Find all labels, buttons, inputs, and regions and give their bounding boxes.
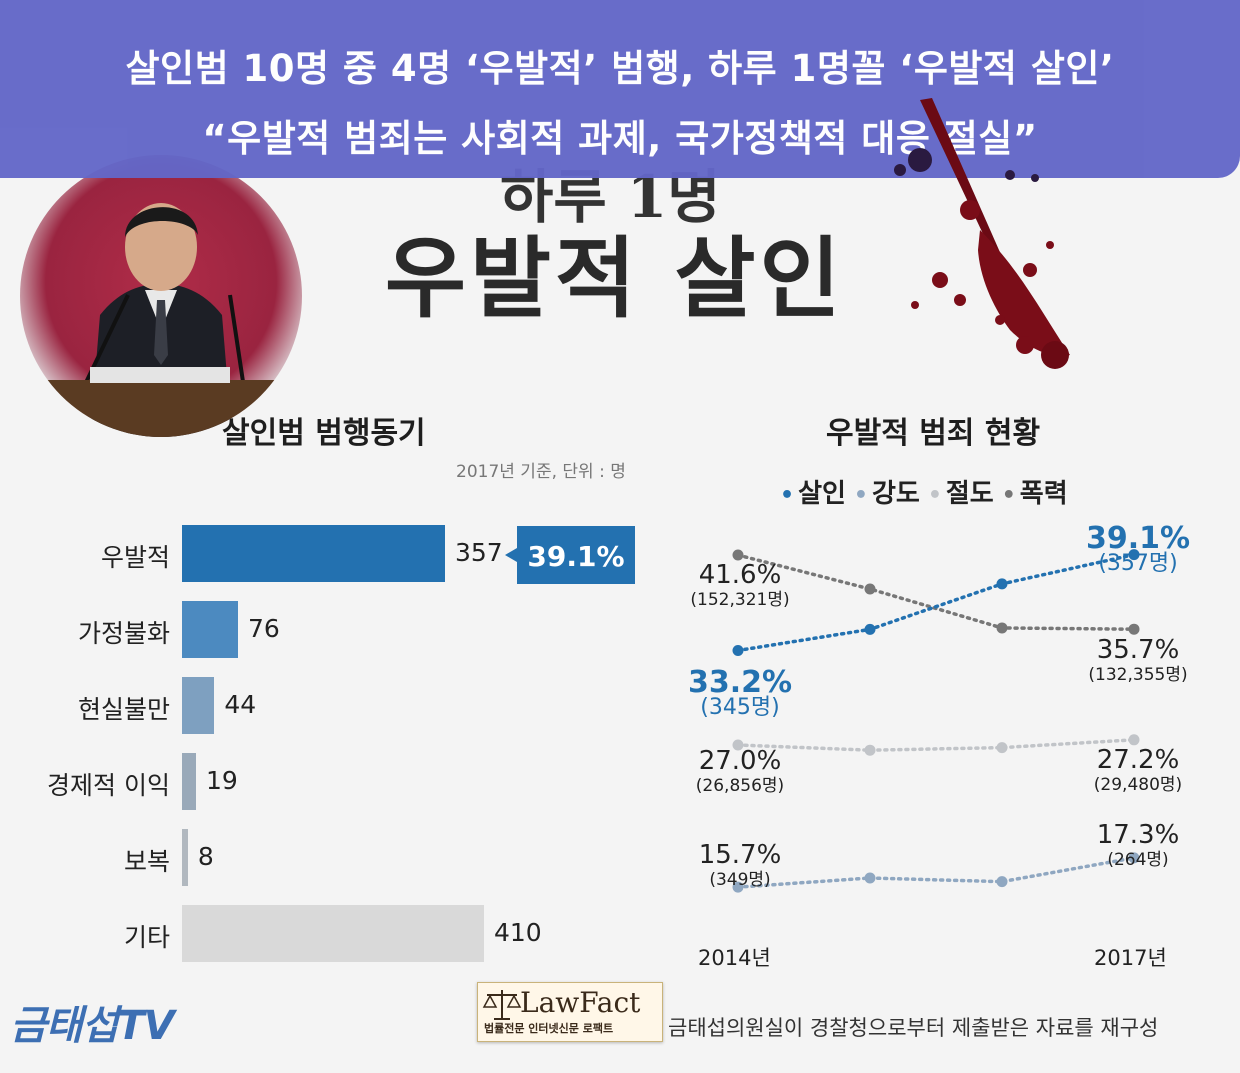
headline-2: “우발적 범죄는 사회적 과제, 국가정책적 대응 절실” xyxy=(202,117,1038,160)
data-point xyxy=(1128,852,1140,864)
end-value-label: 39.1% xyxy=(1086,521,1190,556)
legend-dot-icon: • xyxy=(927,483,942,508)
data-point xyxy=(996,742,1008,754)
data-point xyxy=(1128,549,1140,561)
x-tick-end: 2017년 xyxy=(1094,946,1167,970)
bar-value: 410 xyxy=(494,918,542,947)
brand-logo: 금태섭TV xyxy=(10,1003,175,1049)
data-point xyxy=(996,578,1008,590)
bar-chart-title: 살인범 범행동기 xyxy=(222,416,426,451)
start-count-label: (349명) xyxy=(709,870,770,890)
art-title: 우발적 살인 xyxy=(385,226,845,330)
lawfact-tagline: 법률전문 인터넷신문 로팩트 xyxy=(484,1022,614,1035)
legend-item: • 살인 xyxy=(780,479,846,509)
start-count-label: (26,856명) xyxy=(696,776,784,796)
legend-dot-icon: • xyxy=(853,483,868,508)
bar-label: 우발적 xyxy=(100,543,170,572)
source-note: 금태섭의원실이 경찰청으로부터 제출받은 자료를 재구성 xyxy=(668,1016,1159,1040)
legend-label: 살인 xyxy=(798,479,846,509)
bar-value: 44 xyxy=(224,690,257,719)
blood-splatter-icon xyxy=(894,98,1070,369)
start-value-label: 41.6% xyxy=(699,560,782,590)
data-point xyxy=(864,623,876,635)
bar-callout: 39.1% xyxy=(505,526,635,584)
end-count-label: (29,480명) xyxy=(1094,775,1182,795)
series-line xyxy=(736,553,1136,631)
bar xyxy=(182,753,196,810)
legend-dot-icon: • xyxy=(780,483,795,508)
bar-label: 기타 xyxy=(123,923,170,952)
start-value-label: 15.7% xyxy=(699,840,782,870)
legend-item: • 폭력 xyxy=(1002,479,1068,509)
legend-dot-icon: • xyxy=(1001,483,1016,508)
bar-label: 가정불화 xyxy=(77,619,170,648)
bar xyxy=(182,525,445,582)
series-line xyxy=(736,552,1136,653)
end-value-label: 17.3% xyxy=(1097,820,1180,850)
line-chart: 33.2%(345명)39.1%(357명)15.7%(349명)17.3%(2… xyxy=(688,521,1190,893)
headline-1: 살인범 10명 중 4명 ‘우발적’ 범행, 하루 1명꼴 ‘우발적 살인’ xyxy=(125,47,1115,90)
lawfact-logo: LawFact 법률전문 인터넷신문 로팩트 xyxy=(477,982,663,1042)
end-count-label: (357명) xyxy=(1098,551,1177,576)
speaker-illustration xyxy=(40,203,282,437)
data-point xyxy=(864,583,876,595)
bar-label: 보복 xyxy=(123,847,170,876)
bar-callout-label: 39.1% xyxy=(527,540,624,573)
start-value-label: 27.0% xyxy=(699,746,782,776)
bar-value: 8 xyxy=(197,842,214,871)
legend-item: • 강도 xyxy=(854,479,920,509)
bar-value: 19 xyxy=(205,766,238,795)
legend-label: 폭력 xyxy=(1019,479,1068,509)
bar xyxy=(182,677,215,734)
bar-value: 357 xyxy=(454,538,503,567)
data-point xyxy=(732,645,744,656)
header-banner: 살인범 10명 중 4명 ‘우발적’ 범행, 하루 1명꼴 ‘우발적 살인’ “… xyxy=(0,0,1240,178)
start-count-label: (345명) xyxy=(700,695,779,720)
series-line xyxy=(736,856,1136,889)
end-value-label: 27.2% xyxy=(1097,745,1180,775)
data-point xyxy=(996,876,1008,888)
data-point xyxy=(1128,734,1140,746)
x-tick-start: 2014년 xyxy=(698,946,771,970)
bar xyxy=(182,829,188,886)
bar-chart-note: 2017년 기준, 단위 : 명 xyxy=(456,462,626,482)
bar-label: 경제적 이익 xyxy=(47,771,170,800)
end-count-label: (132,355명) xyxy=(1088,665,1187,685)
lawfact-name: LawFact xyxy=(520,986,641,1019)
data-point xyxy=(996,622,1008,634)
end-value-label: 35.7% xyxy=(1097,635,1180,665)
data-point xyxy=(732,549,744,561)
bar xyxy=(182,905,484,962)
bar-value: 76 xyxy=(247,614,280,643)
legend-label: 절도 xyxy=(945,479,994,509)
data-point xyxy=(1128,623,1140,635)
series-line xyxy=(736,738,1136,752)
data-point xyxy=(864,744,876,756)
legend-label: 강도 xyxy=(871,479,920,509)
bar xyxy=(182,601,238,658)
data-point xyxy=(864,872,876,884)
end-count-label: (264명) xyxy=(1107,850,1168,870)
data-point xyxy=(732,739,744,751)
speaker-photo xyxy=(20,155,302,437)
start-count-label: (152,321명) xyxy=(690,590,789,610)
line-chart-title: 우발적 범죄 현황 xyxy=(826,416,1041,451)
start-value-label: 33.2% xyxy=(688,665,792,700)
scales-icon xyxy=(482,990,522,1020)
legend-item: • 절도 xyxy=(928,479,994,509)
bar-label: 현실불만 xyxy=(77,695,170,724)
data-point xyxy=(732,881,744,893)
line-chart-legend: • 살인 • 강도 • 절도 • 폭력 xyxy=(780,473,1076,510)
